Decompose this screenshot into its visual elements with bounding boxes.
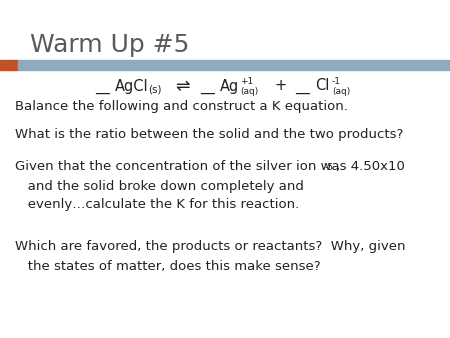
Text: Given that the concentration of the silver ion was 4.50x10: Given that the concentration of the silv… bbox=[15, 160, 405, 173]
Text: and the solid broke down completely and: and the solid broke down completely and bbox=[15, 180, 304, 193]
Text: Warm Up #5: Warm Up #5 bbox=[30, 33, 189, 57]
Text: (aq): (aq) bbox=[240, 87, 258, 96]
Text: ,: , bbox=[335, 160, 339, 173]
Bar bbox=[0, 60, 18, 70]
Text: Balance the following and construct a K equation.: Balance the following and construct a K … bbox=[15, 100, 348, 113]
Text: Ag: Ag bbox=[220, 78, 239, 94]
Text: __: __ bbox=[295, 78, 310, 94]
Text: __: __ bbox=[95, 78, 110, 94]
Text: ⇌: ⇌ bbox=[175, 77, 189, 95]
Text: (s): (s) bbox=[148, 85, 162, 95]
Text: Which are favored, the products or reactants?  Why, given: Which are favored, the products or react… bbox=[15, 240, 405, 253]
Text: AgCl: AgCl bbox=[115, 78, 148, 94]
Text: evenly…calculate the K for this reaction.: evenly…calculate the K for this reaction… bbox=[15, 198, 299, 211]
Text: What is the ratio between the solid and the two products?: What is the ratio between the solid and … bbox=[15, 128, 403, 141]
Text: __: __ bbox=[200, 78, 215, 94]
Text: the states of matter, does this make sense?: the states of matter, does this make sen… bbox=[15, 260, 320, 273]
Text: +1: +1 bbox=[240, 76, 253, 86]
Bar bbox=[18, 60, 450, 70]
Text: -5: -5 bbox=[325, 163, 334, 172]
Text: -1: -1 bbox=[332, 76, 341, 86]
Text: Cl: Cl bbox=[315, 78, 329, 94]
Text: +: + bbox=[275, 78, 287, 94]
Text: (aq): (aq) bbox=[332, 87, 350, 96]
